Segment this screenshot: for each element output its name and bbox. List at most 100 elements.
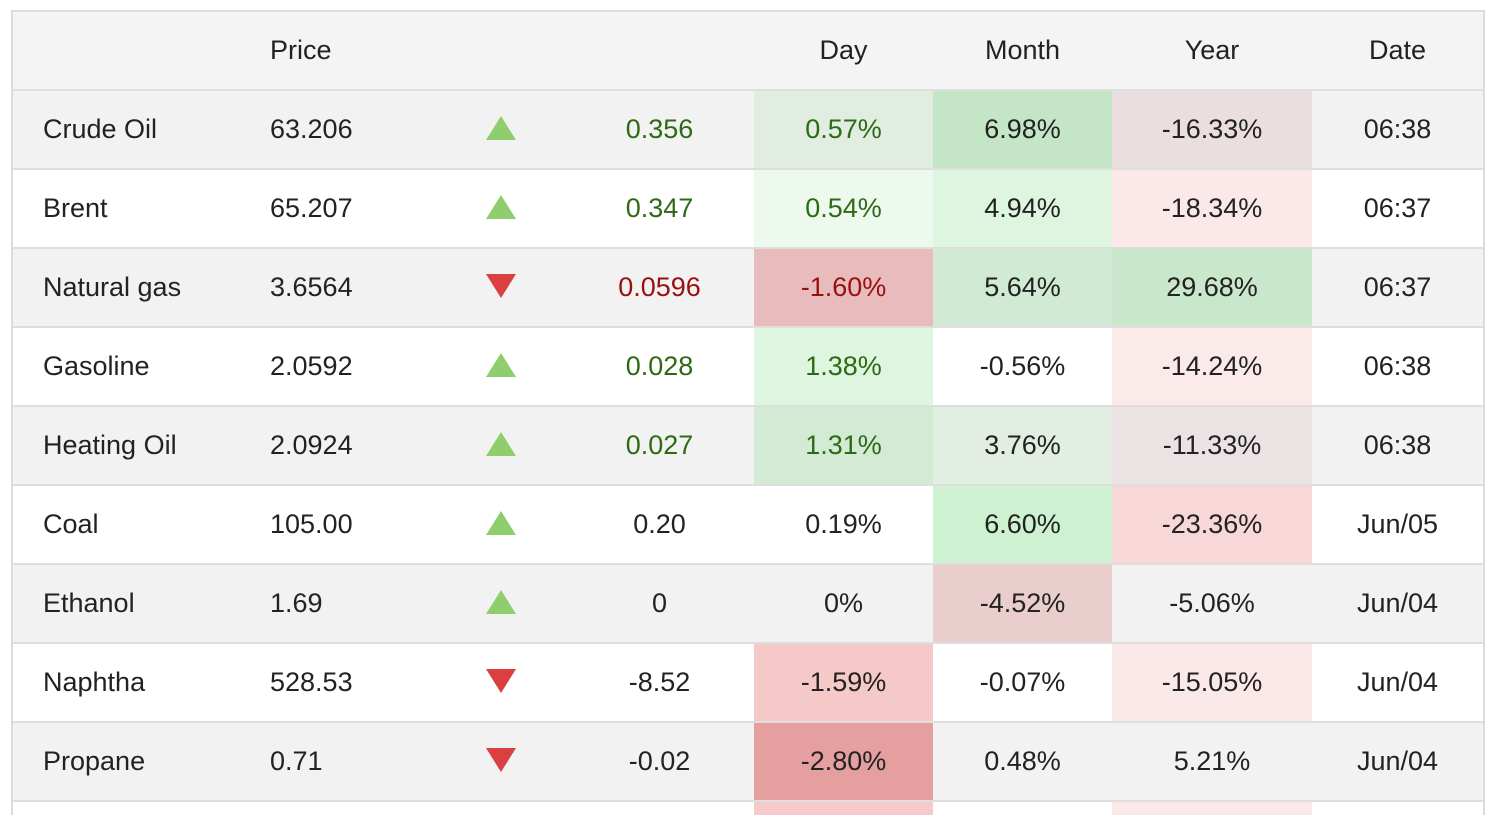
date-cell: 06:38 [1363,430,1432,460]
header-price[interactable]: Price [270,35,332,65]
price-cell: 0.71 [270,746,323,776]
month-percent-cell: 3.76% [933,406,1112,485]
commodity-name-link[interactable]: Crude Oil [43,114,158,144]
date-cell: 06:38 [1363,114,1432,144]
table-row[interactable]: Heating Oil 2.0924 0.027 1.31% 3.76% -11.33% 0… [13,406,1483,485]
day-percent-cell: -2.80% [754,722,933,801]
commodity-name-link[interactable]: Ethanol [43,588,135,618]
partial-cell [1112,801,1312,815]
header-name [13,12,270,90]
commodities-table: Price Day Month Year Date Crude Oil 63.20… [13,12,1483,815]
price-cell: 3.6564 [270,272,353,302]
price-cell: 63.206 [270,114,353,144]
month-percent-cell: -0.56% [979,351,1066,381]
date-cell: Jun/04 [1356,746,1439,776]
month-percent-cell: 6.60% [933,485,1112,564]
date-cell: 06:37 [1363,193,1432,223]
table-row[interactable]: Ethanol 1.69 0 0% -4.52% -5.06% Jun/04 [13,564,1483,643]
month-percent-cell: 4.94% [933,169,1112,248]
price-cell: 528.53 [270,667,353,697]
direction-cell [437,722,565,801]
day-percent-cell: 0.54% [754,169,933,248]
triangle-up-icon [486,115,516,140]
day-percent-cell: 1.38% [754,327,933,406]
change-cell: 0.347 [625,193,694,223]
commodity-name-link[interactable]: Propane [43,746,146,776]
day-percent-cell: 0.57% [754,90,933,169]
change-cell: 0 [651,588,668,618]
triangle-up-icon [486,194,516,219]
date-cell: Jun/05 [1356,509,1439,539]
triangle-down-icon [486,668,516,693]
direction-cell [437,248,565,327]
header-row: Price Day Month Year Date [13,12,1483,90]
partial-cell [13,801,270,815]
year-percent-cell: -5.06% [1169,588,1255,618]
table-row[interactable]: Propane 0.71 -0.02 -2.80% 0.48% 5.21% Jun/04 [13,722,1483,801]
commodity-name-link[interactable]: Heating Oil [43,430,177,460]
triangle-up-icon [486,352,516,377]
year-percent-cell: 5.21% [1173,746,1251,776]
change-cell: 0.356 [625,114,694,144]
table-row-partial [13,801,1483,815]
commodity-name-link[interactable]: Coal [43,509,99,539]
price-cell: 2.0924 [270,430,353,460]
commodity-name-link[interactable]: Naphtha [43,667,146,697]
direction-cell [437,169,565,248]
date-cell: Jun/04 [1356,588,1439,618]
price-cell: 2.0592 [270,351,353,381]
partial-cell [565,801,754,815]
direction-cell [437,485,565,564]
day-percent-cell: 0% [823,588,864,618]
partial-cell [933,801,1112,815]
table-row[interactable]: Crude Oil 63.206 0.356 0.57% 6.98% -16.33% 06:… [13,90,1483,169]
year-percent-cell: -18.34% [1112,169,1312,248]
year-percent-cell: -11.33% [1112,406,1312,485]
price-cell: 105.00 [270,509,353,539]
date-cell: 06:37 [1363,272,1432,302]
year-percent-cell: -15.05% [1112,643,1312,722]
change-cell: 0.0596 [618,272,701,302]
table-row[interactable]: Brent 65.207 0.347 0.54% 4.94% -18.34% 06:37 [13,169,1483,248]
header-change [565,12,754,90]
month-percent-cell: -0.07% [979,667,1066,697]
table-row[interactable]: Naphtha 528.53 -8.52 -1.59% -0.07% -15.05% Jun… [13,643,1483,722]
header-year[interactable]: Year [1184,35,1240,65]
date-cell: Jun/04 [1356,667,1439,697]
header-arrow [437,12,565,90]
table-row[interactable]: Coal 105.00 0.20 0.19% 6.60% -23.36% Jun/05 [13,485,1483,564]
direction-cell [437,643,565,722]
month-percent-cell: 0.48% [984,746,1061,776]
day-percent-cell: -1.60% [754,248,933,327]
day-percent-cell: 1.31% [754,406,933,485]
change-cell: -8.52 [628,667,691,697]
table-row[interactable]: Natural gas 3.6564 0.0596 -1.60% 5.64% 29.68%… [13,248,1483,327]
month-percent-cell: 6.98% [933,90,1112,169]
change-cell: 0.027 [625,430,694,460]
direction-cell [437,406,565,485]
commodity-name-link[interactable]: Gasoline [43,351,150,381]
year-percent-cell: -14.24% [1112,327,1312,406]
commodity-name-link[interactable]: Natural gas [43,272,182,302]
month-percent-cell: 5.64% [933,248,1112,327]
direction-cell [437,564,565,643]
change-cell: 0.20 [633,509,686,539]
month-percent-cell: -4.52% [933,564,1112,643]
year-percent-cell: -16.33% [1112,90,1312,169]
price-cell: 1.69 [270,588,323,618]
commodity-name-link[interactable]: Brent [43,193,108,223]
header-date[interactable]: Date [1368,35,1427,65]
triangle-down-icon [486,273,516,298]
header-day[interactable]: Day [819,35,868,65]
partial-cell [437,801,565,815]
table-row[interactable]: Gasoline 2.0592 0.028 1.38% -0.56% -14.24% 06:… [13,327,1483,406]
date-cell: 06:38 [1363,351,1432,381]
change-cell: -0.02 [628,746,691,776]
year-percent-cell: -23.36% [1112,485,1312,564]
triangle-up-icon [486,510,516,535]
triangle-down-icon [486,747,516,772]
price-cell: 65.207 [270,193,353,223]
header-month[interactable]: Month [984,35,1061,65]
change-cell: 0.028 [625,351,694,381]
year-percent-cell: 29.68% [1112,248,1312,327]
